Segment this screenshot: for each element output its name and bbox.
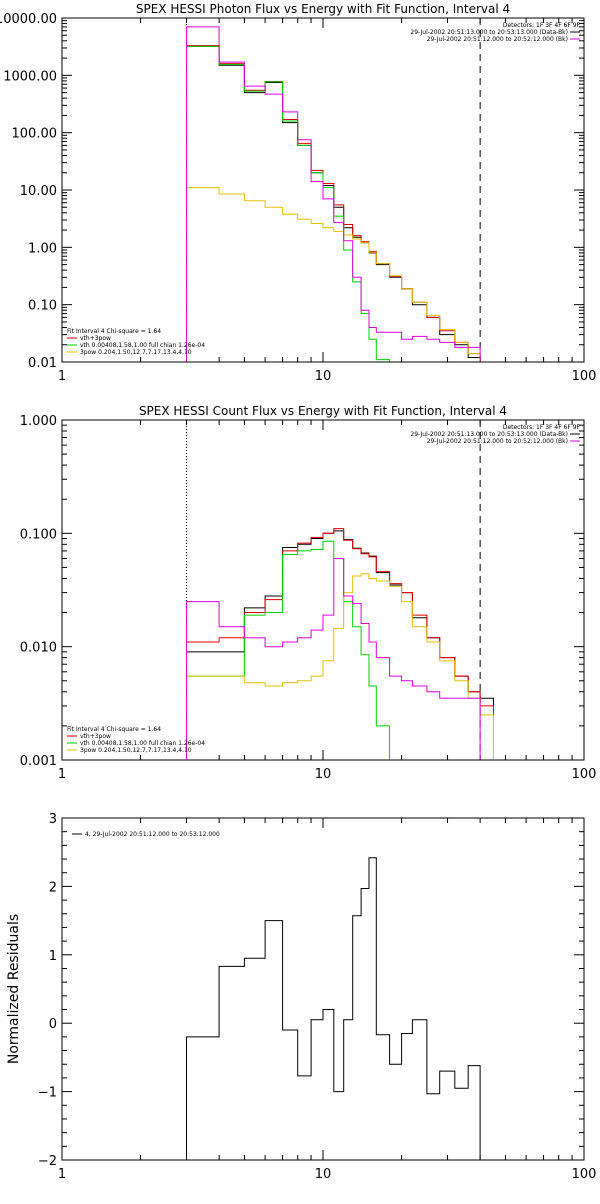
y-axis: 10000.00 1000.00 100.00 10.00 1.00 0.10 0.01 (0, 12, 584, 371)
legend-entry: vth 0.00408,1.58,1.00 full chian 1.26e-0… (80, 342, 205, 349)
series-line-data-bk (186, 530, 494, 760)
chart-panel-2: SPEX HESSI Count Flux vs Energy with Fit… (20, 404, 597, 782)
x-tick-label: 100 (572, 369, 597, 384)
y-tick-label: 0.10 (28, 299, 57, 314)
x-tick-label: 10 (315, 369, 332, 384)
legend-entry: vth 0.00408,1.58,1.00 full chian 1.26e-0… (80, 740, 205, 747)
y-tick-label: 1.00 (28, 241, 57, 256)
y-tick-label: 0.010 (20, 641, 57, 656)
legend-entry: Fit Interval 4 Chi-square = 1.64 (67, 328, 161, 335)
legend-entry: 29-Jul-2002 20:51:12.000 to 20:52:12.000… (427, 36, 568, 43)
y-tick-label: 0.001 (20, 754, 57, 769)
legend-entry: 29-Jul-2002 20:51:13.000 to 20:53:13.000… (410, 29, 568, 36)
plot-frame (61, 17, 585, 363)
y-tick-label: 0 (49, 1017, 57, 1032)
legend-entry: 4, 29-Jul-2002 20:51:12.000 to 20:53:12.… (85, 831, 220, 838)
y-tick-label: 0.100 (20, 527, 57, 542)
legend-entry: Detectors: 1F 3F 4F 6F 9F (503, 22, 581, 29)
y-tick-label: 1.000 (20, 414, 57, 429)
series-line-3pow (186, 573, 506, 760)
x-axis: 1 10 100 (58, 818, 597, 1182)
x-tick-label: 1 (58, 369, 66, 384)
legend-entry: vth+3pow (80, 733, 111, 740)
y-tick-label: −2 (38, 1154, 57, 1169)
y-tick-label: 10000.00 (0, 12, 57, 27)
y-tick-label: 10.00 (20, 184, 57, 199)
plot-frame (61, 817, 585, 1161)
y-tick-label: 1000.00 (3, 69, 57, 84)
series-line-vth (186, 540, 403, 760)
legend-entry: 29-Jul-2002 20:51:13.000 to 20:53:13.000… (410, 431, 568, 438)
legend-bottom-left: Fit Interval 4 Chi-square = 1.64vth+3pow… (67, 726, 205, 754)
y-axis-label: Normalized Residuals (6, 914, 22, 1064)
series-line-bk (186, 26, 481, 362)
plot-frame (61, 419, 585, 761)
y-tick-label: 1 (49, 949, 57, 964)
x-tick-label: 100 (572, 1167, 597, 1182)
legend-entry: 29-Jul-2002 20:51:12.000 to 20:52:12.000… (427, 438, 568, 445)
series-group (186, 857, 481, 1160)
y-tick-label: 3 (49, 812, 57, 827)
y-axis: 1.000 0.100 0.010 0.001 (20, 414, 584, 769)
series-group (186, 26, 481, 362)
y-tick-label: 2 (49, 880, 57, 895)
legend-entry: 3pow 0.204,1.50,12.7,7.17,13.4,4.10 (80, 349, 192, 356)
x-tick-label: 1 (58, 767, 66, 782)
y-tick-label: 0.01 (28, 356, 57, 371)
legend-bottom-left: Fit Interval 4 Chi-square = 1.64vth+3pow… (67, 328, 205, 356)
series-group (186, 528, 506, 760)
chart-panel-1: SPEX HESSI Photon Flux vs Energy with Fi… (0, 2, 596, 384)
y-tick-label: 100.00 (12, 127, 58, 142)
y-tick-label: −1 (38, 1086, 57, 1101)
legend-top-left: 4, 29-Jul-2002 20:51:12.000 to 20:53:12.… (72, 831, 220, 838)
series-line-3pow (186, 187, 481, 362)
legend-entry: Detectors: 1F 3F 4F 6F 9F (503, 424, 581, 431)
y-axis: 3 2 1 0 −1 −2 (38, 812, 584, 1169)
x-tick-label: 10 (315, 767, 332, 782)
x-tick-label: 10 (315, 1167, 332, 1182)
series-line-residuals (186, 857, 481, 1160)
chart-title: SPEX HESSI Count Flux vs Energy with Fit… (139, 404, 507, 418)
series-line-vth (186, 45, 391, 362)
legend-entry: 3pow 0.204,1.50,12.7,7.17,13.4,4.10 (80, 747, 192, 754)
x-axis: 1 10 100 (58, 420, 597, 782)
x-tick-label: 100 (572, 767, 597, 782)
x-tick-label: 1 (58, 1167, 66, 1182)
legend-entry: vth+3pow (80, 335, 111, 342)
series-line-vth-3pow (186, 528, 494, 760)
chart-title: SPEX HESSI Photon Flux vs Energy with Fi… (136, 2, 510, 16)
legend-entry: Fit Interval 4 Chi-square = 1.64 (67, 726, 161, 733)
series-line-bk (186, 558, 481, 760)
